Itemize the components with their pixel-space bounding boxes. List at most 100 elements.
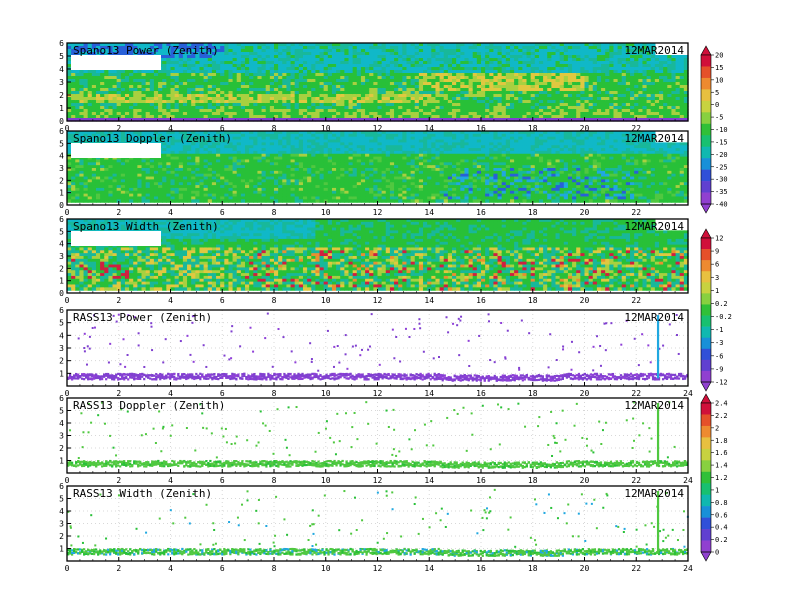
heatmap-cell	[245, 55, 250, 59]
heatmap-cell	[112, 97, 118, 101]
heatmap-cell	[187, 64, 192, 68]
heatmap-cell	[162, 109, 167, 113]
heatmap-cell	[182, 79, 188, 83]
heatmap-cell	[245, 118, 250, 122]
heatmap-cell	[195, 76, 201, 80]
heatmap-cell	[187, 94, 192, 98]
heatmap-cell	[265, 88, 271, 92]
heatmap-cell	[269, 55, 275, 59]
heatmap-cell	[67, 76, 72, 80]
heatmap-cell	[286, 118, 292, 122]
heatmap-cell	[253, 100, 259, 104]
heatmap-cell	[282, 79, 288, 83]
heatmap-cell	[149, 91, 155, 95]
heatmap-cell	[91, 70, 97, 74]
heatmap-cell	[79, 43, 85, 47]
heatmap-cell	[95, 46, 101, 50]
heatmap-cell	[75, 49, 81, 53]
heatmap-cell	[170, 64, 176, 68]
heatmap-cell	[257, 49, 263, 53]
heatmap-cell	[294, 118, 300, 122]
heatmap-cell	[124, 46, 130, 50]
heatmap-cell	[286, 106, 292, 110]
heatmap-cell	[71, 46, 76, 50]
heatmap-cell	[236, 73, 242, 77]
heatmap-cell	[274, 88, 279, 92]
heatmap-cell	[265, 97, 271, 101]
heatmap-cell	[187, 199, 192, 203]
heatmap-cell	[141, 70, 147, 74]
heatmap-cell	[211, 55, 217, 59]
heatmap-cell	[269, 76, 275, 80]
heatmap-cell	[261, 52, 267, 56]
heatmap-cell	[278, 103, 283, 107]
heatmap-cell	[153, 76, 159, 80]
heatmap-cell	[195, 112, 201, 116]
heatmap-cell	[207, 49, 213, 53]
heatmap-cell	[245, 112, 250, 116]
heatmap-cell	[286, 61, 292, 65]
heatmap-cell	[120, 103, 126, 107]
heatmap-cell	[240, 103, 246, 107]
heatmap-cell	[278, 115, 283, 119]
heatmap-cell	[236, 52, 242, 56]
heatmap-cell	[232, 70, 238, 74]
heatmap-cell	[232, 94, 238, 98]
heatmap-cell	[199, 112, 205, 116]
heatmap-cell	[91, 49, 97, 53]
heatmap-cell	[133, 199, 138, 203]
heatmap-cell	[129, 73, 134, 77]
heatmap-cell	[120, 43, 126, 47]
heatmap-cell	[269, 61, 275, 65]
heatmap-cell	[137, 76, 143, 80]
heatmap-cell	[187, 85, 192, 89]
heatmap-cell	[274, 115, 279, 119]
heatmap-cell	[91, 82, 97, 86]
heatmap-cell	[211, 70, 217, 74]
heatmap-cell	[211, 118, 217, 122]
heatmap-cell	[298, 79, 304, 83]
heatmap-cell	[162, 76, 167, 80]
heatmap-cell	[95, 52, 101, 56]
heatmap-cell	[178, 199, 184, 203]
heatmap-cell	[158, 82, 163, 86]
heatmap-cell	[298, 100, 304, 104]
heatmap-cell	[269, 94, 275, 98]
heatmap-cell	[100, 199, 105, 203]
heatmap-cell	[216, 94, 221, 98]
y-tick-label: 6	[59, 39, 64, 48]
heatmap-cell	[220, 97, 225, 101]
heatmap-cell	[178, 61, 184, 65]
heatmap-cell	[249, 115, 254, 119]
panel-date: 12MAR2014	[624, 44, 684, 57]
heatmap-cell	[249, 70, 254, 74]
heatmap-cell	[249, 79, 254, 83]
heatmap-cell	[236, 112, 242, 116]
heatmap-cell	[253, 115, 259, 119]
heatmap-cell	[141, 52, 147, 56]
heatmap-cell	[232, 55, 238, 59]
heatmap-cell	[290, 97, 296, 101]
heatmap-cell	[253, 88, 259, 92]
heatmap-cell	[129, 79, 134, 83]
heatmap-cell	[153, 109, 159, 113]
heatmap-cell	[278, 67, 283, 71]
heatmap-cell	[269, 67, 275, 71]
heatmap-cell	[211, 61, 217, 65]
heatmap-cell	[145, 97, 151, 101]
heatmap-cell	[294, 49, 300, 53]
heatmap-cell	[216, 85, 221, 89]
heatmap-cell	[178, 46, 184, 50]
heatmap-cell	[71, 100, 76, 104]
heatmap-cell	[220, 58, 225, 62]
heatmap-cell	[269, 43, 275, 47]
heatmap-cell	[141, 82, 147, 86]
heatmap-cell	[220, 88, 225, 92]
heatmap-cell	[286, 97, 292, 101]
heatmap-cell	[162, 64, 167, 68]
heatmap-cell	[216, 199, 221, 203]
heatmap-cell	[265, 55, 271, 59]
heatmap-cell	[249, 118, 254, 122]
heatmap-cell	[224, 91, 230, 95]
heatmap-cell	[133, 109, 138, 113]
